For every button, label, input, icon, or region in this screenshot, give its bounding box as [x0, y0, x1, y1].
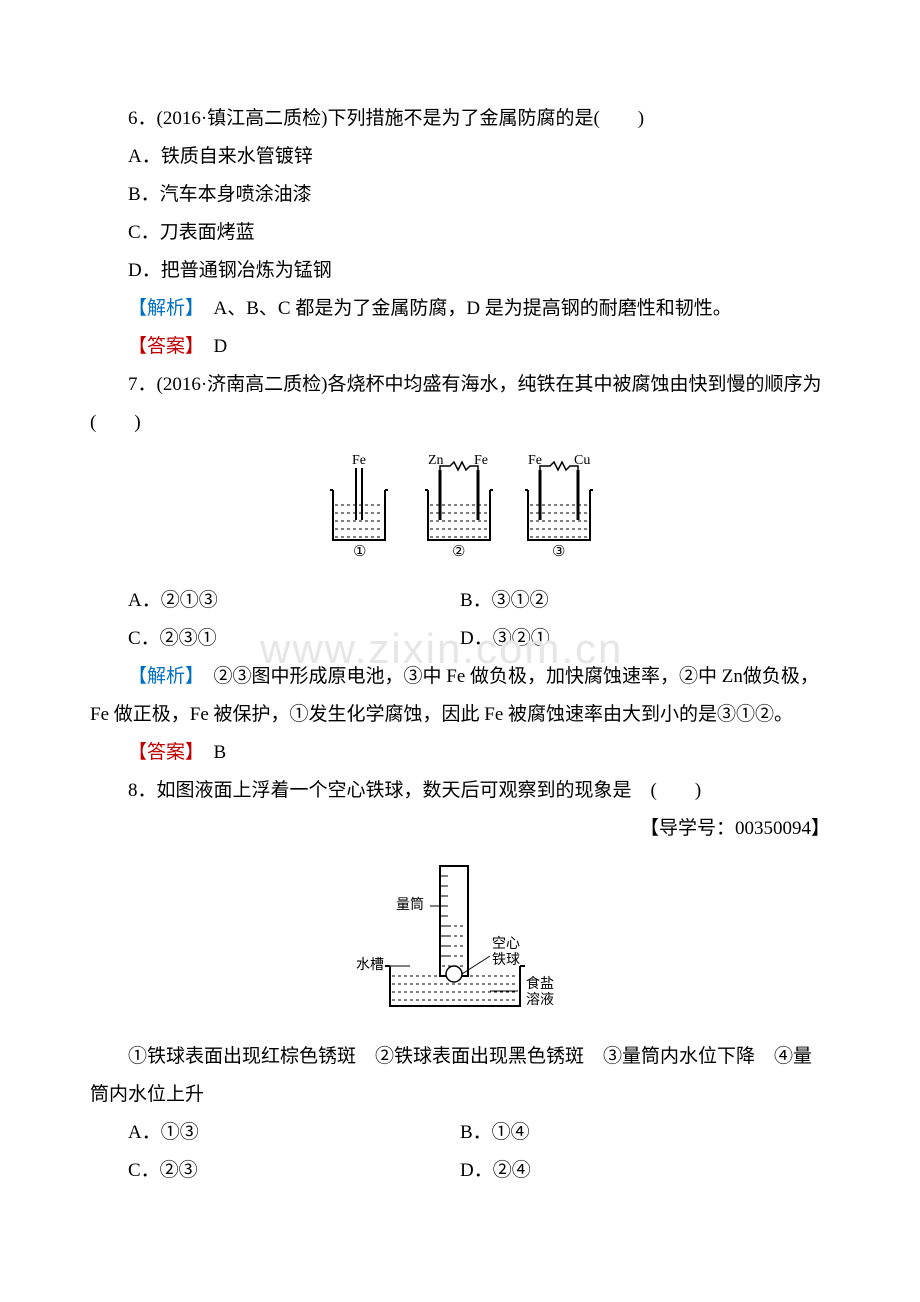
q7-fig-label-fe1: Fe: [352, 453, 366, 468]
q6-analysis-text: A、B、C 都是为了金属防腐，D 是为提高钢的耐磨性和韧性。: [195, 298, 732, 319]
q7-analysis: 【解析】 ②③图中形成原电池，③中 Fe 做负极，加快腐蚀速率，②中 Zn做负极…: [90, 658, 830, 734]
q6-stem: 6．(2016·镇江高二质检)下列措施不是为了金属防腐的是( ): [90, 100, 830, 138]
q6-option-c: C．刀表面烤蓝: [90, 214, 830, 252]
q8-stem: 8．如图液面上浮着一个空心铁球，数天后可观察到的现象是 ( ): [90, 772, 830, 810]
q8-guide-number: 【导学号：00350094】: [90, 810, 830, 848]
q7-fig-num-1: ①: [353, 544, 366, 560]
q8-fig-label-ball1: 空心: [492, 936, 520, 952]
q7-option-d: D．③②①: [460, 620, 830, 658]
q7-option-a: A．②①③: [90, 582, 460, 620]
document-page: 6．(2016·镇江高二质检)下列措施不是为了金属防腐的是( ) A．铁质自来水…: [0, 0, 920, 1250]
q8-fig-label-tank: 水槽: [356, 957, 384, 973]
q7-option-c: C．②③①: [90, 620, 460, 658]
q8-option-d: D．②④: [460, 1152, 830, 1190]
q6-option-a: A．铁质自来水管镀锌: [90, 138, 830, 176]
q8-fig-label-sol2: 溶液: [526, 992, 554, 1008]
analysis-label: 【解析】: [128, 666, 195, 687]
q7-answer: 【答案】 B: [90, 734, 830, 772]
q7-stem: 7．(2016·济南高二质检)各烧杯中均盛有海水，纯铁在其中被腐蚀由快到慢的顺序…: [90, 366, 830, 442]
q8-option-a: A．①③: [90, 1114, 460, 1152]
q7-fig-num-2: ②: [452, 544, 465, 560]
q7-analysis-text: ②③图中形成原电池，③中 Fe 做负极，加快腐蚀速率，②中 Zn做负极，Fe 做…: [90, 666, 819, 725]
q8-figure: 量筒 水槽 空心 铁球 食盐 溶液: [90, 856, 830, 1030]
answer-label: 【答案】: [128, 742, 195, 763]
q8-option-c: C．②③: [90, 1152, 460, 1190]
q7-figure: Fe ① Zn Fe: [90, 450, 830, 574]
q7-option-b: B．③①②: [460, 582, 830, 620]
q7-fig-num-3: ③: [552, 544, 565, 560]
q8-fig-label-sol1: 食盐: [526, 975, 554, 992]
q8-fig-label-cylinder: 量筒: [396, 896, 424, 913]
q8-fig-label-ball2: 铁球: [492, 952, 520, 968]
q6-option-b: B．汽车本身喷涂油漆: [90, 176, 830, 214]
q6-answer: 【答案】 D: [90, 328, 830, 366]
q6-option-d: D．把普通钢冶炼为锰钢: [90, 252, 830, 290]
answer-label: 【答案】: [128, 336, 195, 357]
analysis-label: 【解析】: [128, 298, 195, 319]
q6-analysis: 【解析】 A、B、C 都是为了金属防腐，D 是为提高钢的耐磨性和韧性。: [90, 290, 830, 328]
q8-option-b: B．①④: [460, 1114, 830, 1152]
q7-answer-text: B: [195, 742, 227, 763]
q6-answer-text: D: [195, 336, 228, 357]
q8-choices-line: ①铁球表面出现红棕色锈斑 ②铁球表面出现黑色锈斑 ③量筒内水位下降 ④量筒内水位…: [90, 1038, 830, 1114]
